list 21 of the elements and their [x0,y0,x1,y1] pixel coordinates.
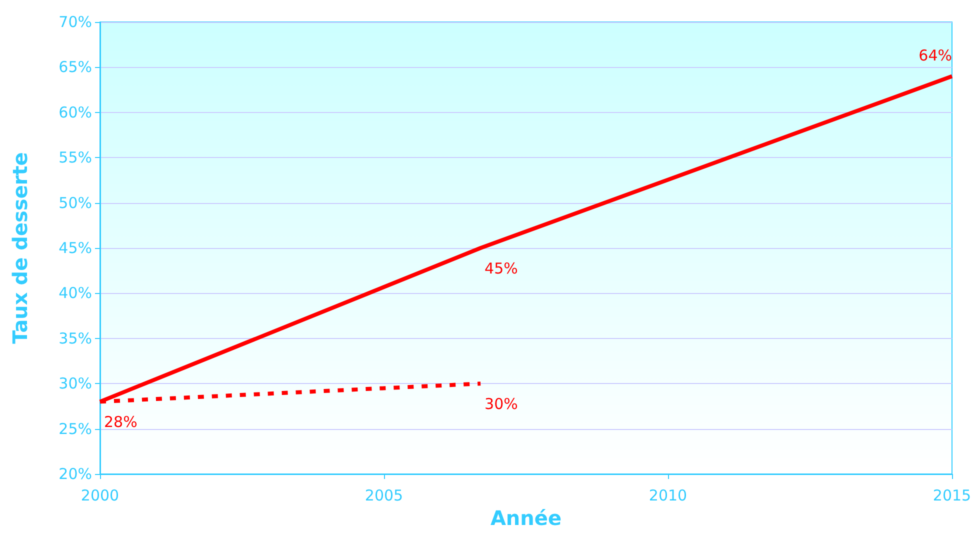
y-tick-label: 45% [58,239,92,257]
y-tick-label: 20% [58,465,92,483]
y-tick-label: 30% [58,374,92,393]
data-label: 45% [484,260,518,278]
x-tick-label: 2015 [932,486,972,504]
y-tick-label: 60% [58,103,92,122]
y-tick-label: 40% [58,284,92,302]
x-tick-label: 2005 [364,486,404,504]
x-tick-label: 2010 [648,486,688,504]
data-label: 30% [484,395,518,414]
x-axis-title: Année [490,506,562,530]
data-label: 28% [104,413,138,432]
x-tick-label: 2000 [80,486,120,504]
y-tick-label: 70% [58,13,92,31]
y-tick-label: 65% [58,58,92,76]
y-tick-label: 50% [58,194,92,212]
data-label: 64% [918,46,952,65]
y-axis-title: Taux de desserte [8,152,32,344]
y-tick-label: 25% [58,420,92,438]
y-tick-label: 55% [58,148,92,167]
y-tick-label: 35% [58,329,92,348]
